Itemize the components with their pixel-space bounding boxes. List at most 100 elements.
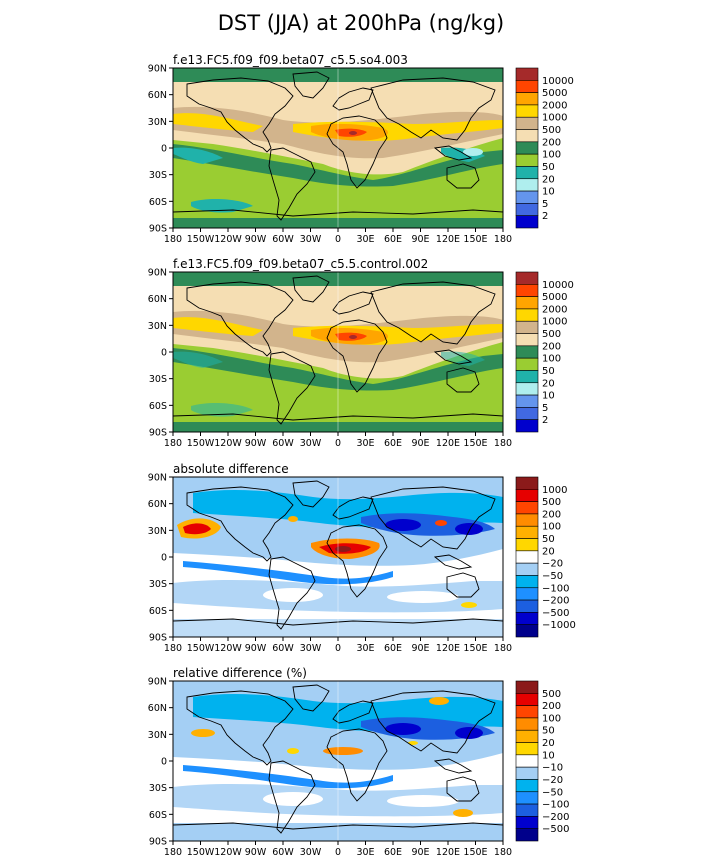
colorbar-swatch xyxy=(515,624,539,638)
panel-title: absolute difference xyxy=(173,462,289,476)
colorbar-label: 2 xyxy=(542,415,548,426)
colorbar-label: −10 xyxy=(542,763,563,774)
colorbar-label: 10 xyxy=(542,750,555,761)
colorbar-label: 1000 xyxy=(542,485,567,496)
colorbar-swatch xyxy=(515,766,539,780)
lat-label: 0 xyxy=(161,757,167,768)
lon-label: 60E xyxy=(384,234,402,245)
lon-label: 180 xyxy=(494,234,512,245)
colorbar-label: 100 xyxy=(542,713,561,724)
lat-label: 90S xyxy=(149,224,167,235)
colorbar-label: 1000 xyxy=(542,317,567,328)
lon-label: 150E xyxy=(463,643,487,654)
lon-label: 60W xyxy=(272,847,294,858)
colorbar-label: 200 xyxy=(542,341,561,352)
lon-label: 60W xyxy=(272,438,294,449)
lat-label: 60S xyxy=(149,401,167,412)
colorbar-label: 5000 xyxy=(542,88,567,99)
colorbar-swatch xyxy=(515,791,539,805)
colorbar-label: −20 xyxy=(542,775,563,786)
colorbar-swatch xyxy=(515,345,539,359)
colorbar-swatch xyxy=(515,562,539,576)
panel-3: absolute difference90N60N30N030S60S90S18… xyxy=(148,462,576,654)
colorbar-label: −100 xyxy=(542,800,569,811)
colorbar-swatch xyxy=(515,538,539,552)
colorbar-swatch xyxy=(515,803,539,817)
colorbar-swatch xyxy=(515,104,539,118)
panel-2: f.e13.FC5.f09_f09.beta07_c5.5.control.00… xyxy=(148,257,574,449)
colorbar-label: 2000 xyxy=(542,304,567,315)
lat-label: 60N xyxy=(148,294,167,305)
lat-label: 30S xyxy=(149,374,167,385)
colorbar-label: 10 xyxy=(542,391,555,402)
colorbar-label: 100 xyxy=(542,522,561,533)
lat-label: 90N xyxy=(148,677,167,688)
lon-label: 120E xyxy=(436,643,460,654)
colorbar-swatch xyxy=(515,525,539,539)
lon-label: 90E xyxy=(411,438,429,449)
lon-label: 120W xyxy=(214,438,242,449)
colorbar-swatch xyxy=(515,612,539,625)
colorbar-swatch xyxy=(515,166,539,180)
colorbar-swatch xyxy=(515,190,539,204)
lat-label: 90S xyxy=(149,428,167,439)
colorbar-label: −50 xyxy=(542,787,563,798)
colorbar-label: 20 xyxy=(542,378,555,389)
lat-label: 90S xyxy=(149,633,167,644)
colorbar-label: 5000 xyxy=(542,292,567,303)
colorbar-label: 500 xyxy=(542,689,561,700)
lon-label: 30E xyxy=(356,643,374,654)
colorbar-label: 100 xyxy=(542,354,561,365)
colorbar-swatch xyxy=(515,419,539,433)
lat-label: 90N xyxy=(148,64,167,75)
colorbar-label: 50 xyxy=(542,162,555,173)
colorbar-swatch xyxy=(515,575,539,589)
lon-label: 60E xyxy=(384,847,402,858)
lon-label: 0 xyxy=(335,234,341,245)
panel-1: f.e13.FC5.f09_f09.beta07_c5.5.so4.003 90N… xyxy=(148,53,574,245)
lat-label: 60S xyxy=(149,606,167,617)
colorbar-swatch xyxy=(515,153,539,167)
lon-label: 180 xyxy=(164,234,182,245)
panel-4: relative difference (%) 90N 60N 30N 0 30S 60S 9… xyxy=(148,666,570,858)
colorbar-swatch xyxy=(515,693,539,706)
lat-label: 30N xyxy=(148,526,167,537)
colorbar-swatch xyxy=(515,816,539,829)
colorbar-label: 10000 xyxy=(542,280,574,291)
colorbar-label: 2 xyxy=(542,211,548,222)
lon-label: 180 xyxy=(164,438,182,449)
colorbar-label: 5 xyxy=(542,403,548,414)
lon-label: 90E xyxy=(411,847,429,858)
lon-label: 150W xyxy=(187,438,215,449)
colorbar-swatch xyxy=(515,476,539,490)
colorbar-swatch xyxy=(515,308,539,322)
lat-label: 30S xyxy=(149,170,167,181)
lat-label: 60N xyxy=(148,90,167,101)
colorbar-label: 50 xyxy=(542,726,555,737)
colorbar-label: 50 xyxy=(542,366,555,377)
lon-label: 150W xyxy=(187,847,215,858)
colorbar-label: −200 xyxy=(542,596,569,607)
lon-label: 60E xyxy=(384,643,402,654)
lon-label: 90E xyxy=(411,643,429,654)
colorbar-label: 20 xyxy=(542,738,555,749)
colorbar-swatch xyxy=(515,680,539,694)
lon-label: 60E xyxy=(384,438,402,449)
lon-label: 120W xyxy=(214,847,242,858)
colorbar-label: −100 xyxy=(542,583,569,594)
lat-label: 30N xyxy=(148,730,167,741)
panel-title: relative difference (%) xyxy=(173,666,307,680)
lon-label: 180 xyxy=(164,643,182,654)
lat-label: 0 xyxy=(161,144,167,155)
colorbar-label: 5 xyxy=(542,199,548,210)
colorbar-swatch xyxy=(515,754,539,768)
panel-title: f.e13.FC5.f09_f09.beta07_c5.5.so4.003 xyxy=(173,53,408,67)
lon-label: 0 xyxy=(335,847,341,858)
colorbar-label: −500 xyxy=(542,824,569,835)
colorbar-swatch xyxy=(515,550,539,564)
lat-label: 90S xyxy=(149,837,167,848)
colorbar-swatch xyxy=(515,284,539,297)
colorbar-swatch xyxy=(515,779,539,793)
